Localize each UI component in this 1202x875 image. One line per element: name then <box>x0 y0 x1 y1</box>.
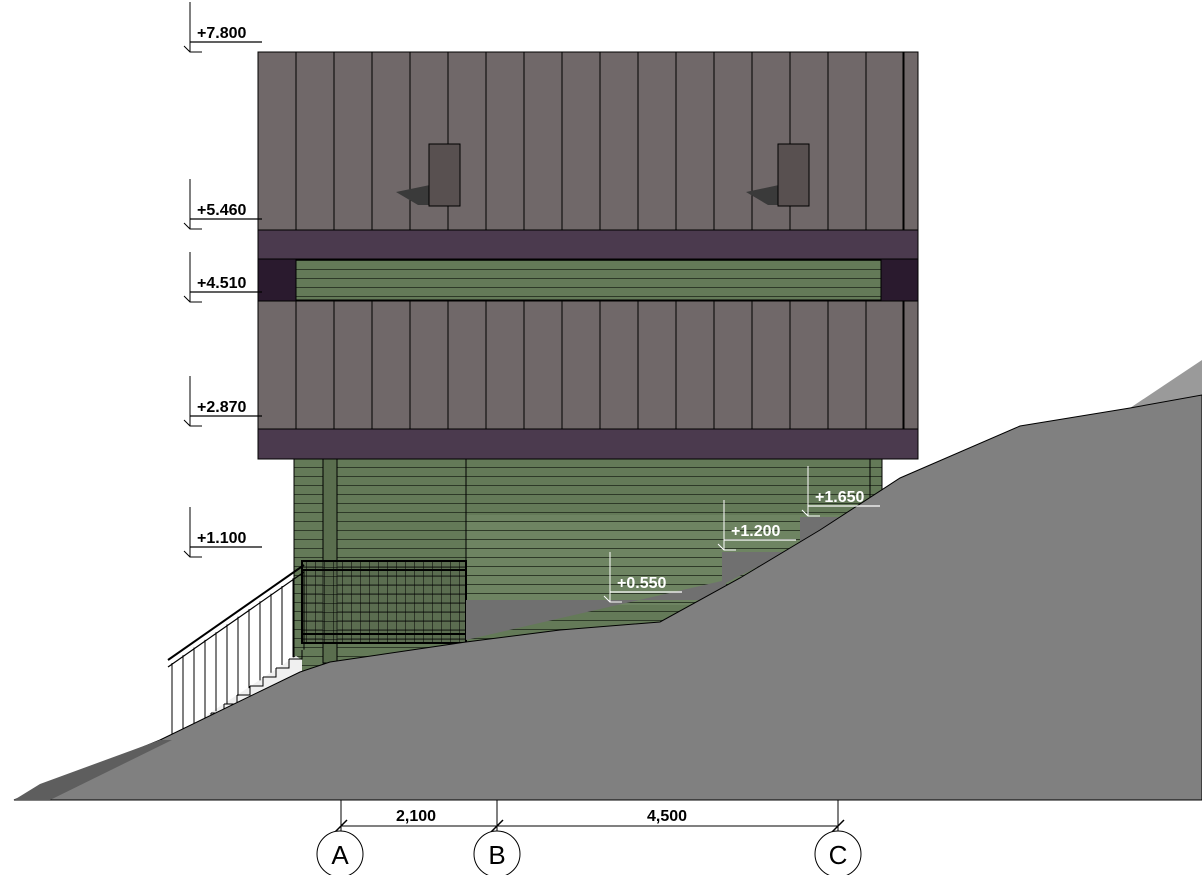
level-label: +2.870 <box>197 399 246 416</box>
level-label: +0.550 <box>617 575 666 592</box>
stair-handrail <box>167 564 305 661</box>
level-marker: +7.800 <box>183 2 262 53</box>
floor-band-upper <box>257 229 919 260</box>
level-label: +4.510 <box>197 275 246 292</box>
terrain-ground <box>13 394 1202 801</box>
vent-left <box>396 143 461 207</box>
level-label: +1.200 <box>731 523 780 540</box>
level-marker: +5.460 <box>183 179 262 230</box>
level-marker: +1.200 <box>717 500 796 551</box>
grid-axes: 2,100 4,500 A B C <box>316 800 862 875</box>
building <box>257 51 919 684</box>
dimension-bc-label: 4,500 <box>647 808 687 825</box>
third-floor-cladding <box>257 51 919 231</box>
level-markers-terrain: +1.650 +1.200 +0.550 <box>603 466 880 603</box>
level-markers-left: +7.800 +5.460 +4.510 +2.870 +1.100 <box>183 2 262 558</box>
level-label: +1.650 <box>815 489 864 506</box>
level-marker: +0.550 <box>603 552 682 603</box>
axis-a-label: A <box>331 840 349 870</box>
level-label: +7.800 <box>197 25 246 42</box>
window-strip-glazing <box>295 259 882 301</box>
dimension-ab-label: 2,100 <box>396 808 436 825</box>
axis-a-bubble: A <box>316 830 364 875</box>
axis-c-bubble: C <box>814 830 862 875</box>
second-floor-cladding <box>257 299 919 431</box>
porch-railing <box>301 560 467 644</box>
axis-b-bubble: B <box>473 830 521 875</box>
level-marker: +4.510 <box>183 252 262 303</box>
terrain <box>13 360 1202 801</box>
cladding-seams-lower <box>295 300 905 430</box>
stair-handrail-lower <box>167 571 305 668</box>
stair-balusters <box>171 570 305 742</box>
axis-c-label: C <box>829 840 848 870</box>
vent-right <box>746 143 810 207</box>
floor-band-lower <box>257 428 919 460</box>
level-marker: +1.650 <box>801 466 880 517</box>
level-label: +1.100 <box>197 530 246 547</box>
terrain-left-strip <box>14 740 172 800</box>
level-marker: +1.100 <box>183 507 262 558</box>
axis-b-label: B <box>488 840 505 870</box>
level-marker: +2.870 <box>183 376 262 427</box>
level-label: +5.460 <box>197 202 246 219</box>
terrain-step-1 <box>466 580 726 640</box>
